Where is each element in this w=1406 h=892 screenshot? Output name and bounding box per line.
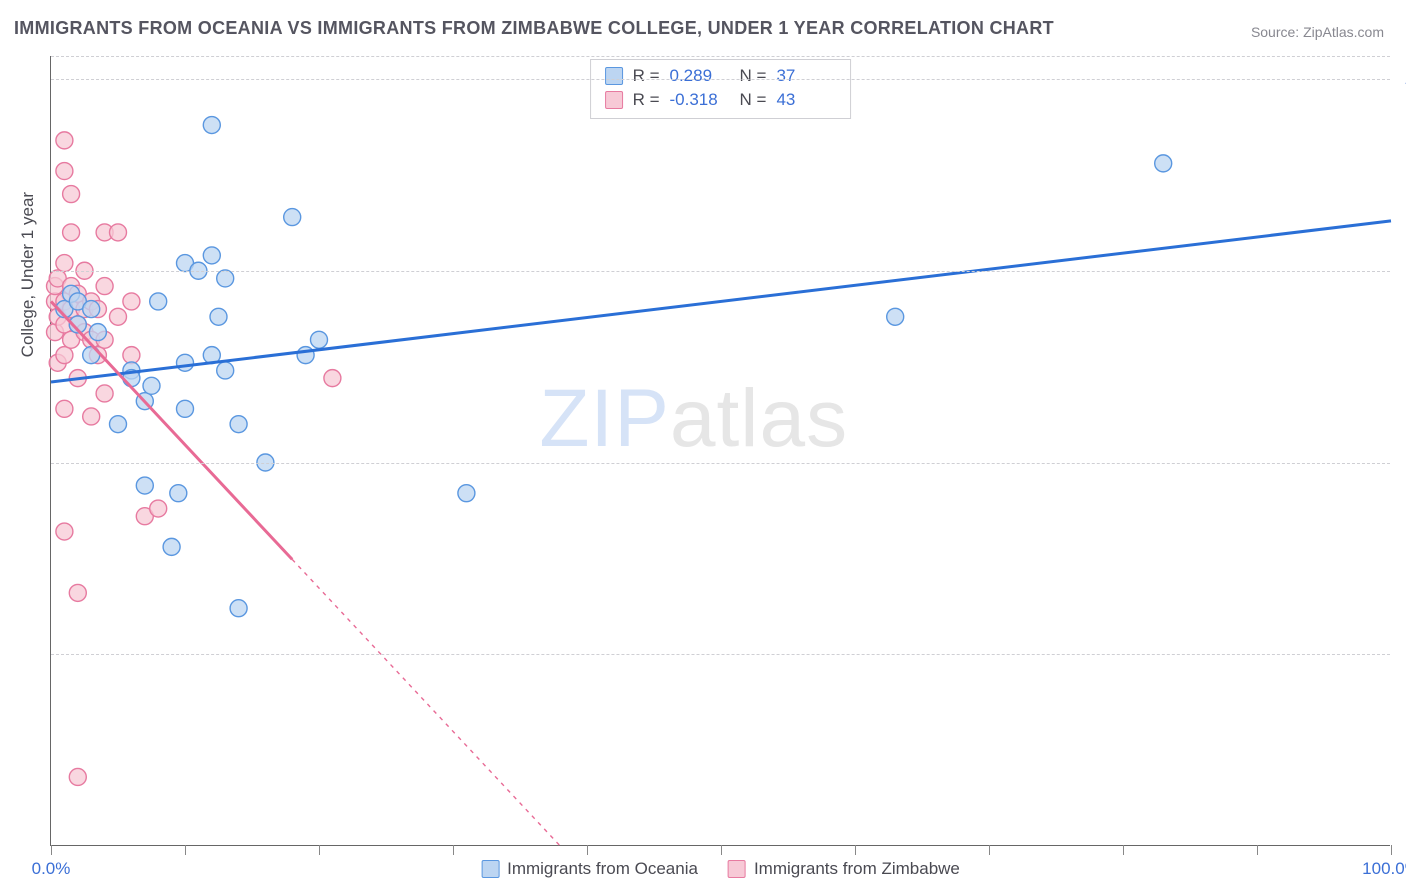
x-tick <box>1123 845 1124 855</box>
scatter-point <box>89 324 106 341</box>
scatter-point <box>56 255 73 272</box>
x-tick-label: 100.0% <box>1362 859 1406 879</box>
scatter-point <box>56 347 73 364</box>
gridline-h <box>51 79 1390 80</box>
scatter-point <box>1155 155 1172 172</box>
chart-title: IMMIGRANTS FROM OCEANIA VS IMMIGRANTS FR… <box>14 18 1054 39</box>
x-tick <box>51 845 52 855</box>
legend-item-zimbabwe: Immigrants from Zimbabwe <box>728 859 960 879</box>
trend-line-dashed <box>292 559 560 846</box>
scatter-point <box>96 385 113 402</box>
gridline-h <box>51 271 1390 272</box>
legend-item-oceania: Immigrants from Oceania <box>481 859 698 879</box>
scatter-point <box>56 400 73 417</box>
scatter-point <box>56 163 73 180</box>
legend-swatch-zimbabwe <box>728 860 746 878</box>
scatter-point <box>69 768 86 785</box>
y-axis-label: College, Under 1 year <box>18 192 38 357</box>
plot-svg <box>51 56 1390 845</box>
gridline-h <box>51 56 1390 57</box>
x-tick <box>185 845 186 855</box>
scatter-point <box>210 308 227 325</box>
gridline-h <box>51 654 1390 655</box>
scatter-point <box>63 224 80 241</box>
scatter-point <box>230 600 247 617</box>
scatter-point <box>150 293 167 310</box>
legend-bottom: Immigrants from Oceania Immigrants from … <box>481 859 960 879</box>
trend-line-solid <box>51 221 1391 382</box>
scatter-point <box>217 270 234 287</box>
scatter-point <box>123 293 140 310</box>
scatter-point <box>163 538 180 555</box>
scatter-point <box>69 584 86 601</box>
scatter-point <box>217 362 234 379</box>
scatter-point <box>143 377 160 394</box>
scatter-point <box>203 247 220 264</box>
scatter-point <box>203 117 220 134</box>
scatter-point <box>56 132 73 149</box>
scatter-point <box>63 186 80 203</box>
x-tick <box>1391 845 1392 855</box>
legend-label-zimbabwe: Immigrants from Zimbabwe <box>754 859 960 879</box>
scatter-point <box>230 416 247 433</box>
gridline-h <box>51 463 1390 464</box>
x-tick <box>855 845 856 855</box>
legend-swatch-oceania <box>481 860 499 878</box>
plot-area: ZIPatlas R = 0.289 N = 37 R = -0.318 N =… <box>50 56 1390 846</box>
scatter-point <box>284 209 301 226</box>
scatter-point <box>110 308 127 325</box>
scatter-point <box>177 354 194 371</box>
scatter-point <box>887 308 904 325</box>
scatter-point <box>177 400 194 417</box>
scatter-point <box>150 500 167 517</box>
scatter-point <box>110 224 127 241</box>
x-tick <box>587 845 588 855</box>
source-attribution: Source: ZipAtlas.com <box>1251 24 1384 40</box>
scatter-point <box>324 370 341 387</box>
scatter-point <box>83 408 100 425</box>
scatter-point <box>458 485 475 502</box>
x-tick <box>721 845 722 855</box>
scatter-point <box>56 523 73 540</box>
scatter-point <box>170 485 187 502</box>
legend-label-oceania: Immigrants from Oceania <box>507 859 698 879</box>
x-tick <box>319 845 320 855</box>
x-tick <box>1257 845 1258 855</box>
scatter-point <box>96 278 113 295</box>
trend-line-solid <box>51 301 292 559</box>
scatter-point <box>110 416 127 433</box>
scatter-point <box>83 301 100 318</box>
scatter-point <box>136 477 153 494</box>
x-tick <box>453 845 454 855</box>
scatter-point <box>311 331 328 348</box>
x-tick-label: 0.0% <box>32 859 71 879</box>
x-tick <box>989 845 990 855</box>
scatter-point <box>123 347 140 364</box>
